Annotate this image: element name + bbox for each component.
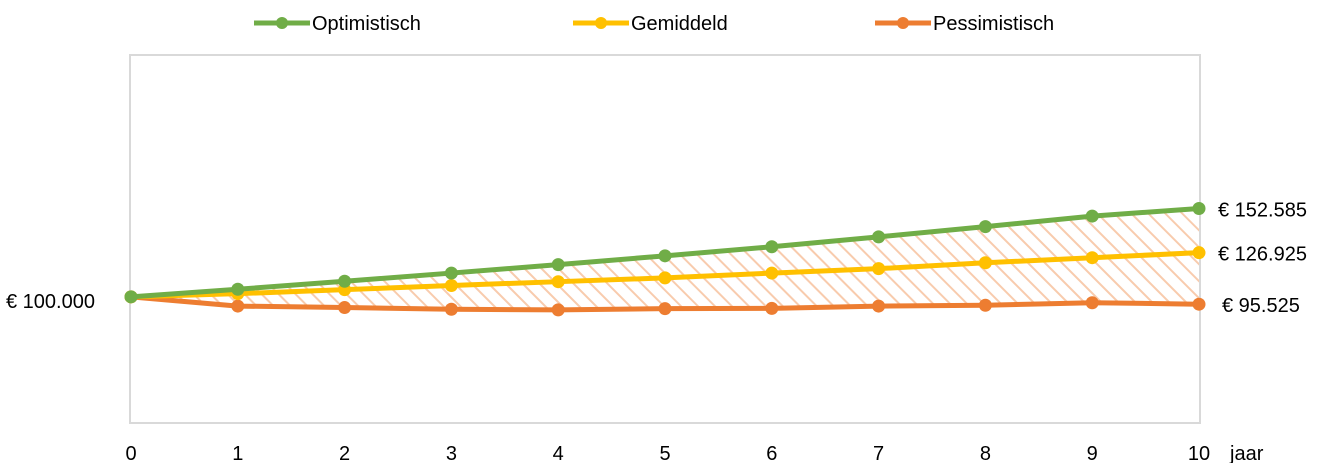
legend-item-optimistisch: Optimistisch bbox=[254, 13, 421, 35]
end-value-label-optimistisch: € 152.585 bbox=[1218, 200, 1307, 222]
plot-area bbox=[129, 54, 1201, 424]
data-point-optimistisch-10 bbox=[1192, 202, 1206, 216]
data-point-gemiddeld-10 bbox=[1192, 246, 1206, 260]
legend-label-pessimistisch: Pessimistisch bbox=[933, 13, 1054, 35]
end-value-label-pessimistisch: € 95.525 bbox=[1222, 295, 1300, 317]
x-axis-label: jaar bbox=[1229, 443, 1264, 463]
x-tick-label: 2 bbox=[339, 443, 350, 463]
data-point-pessimistisch-6 bbox=[765, 301, 779, 315]
data-point-gemiddeld-5 bbox=[658, 271, 672, 285]
data-point-pessimistisch-2 bbox=[338, 301, 352, 315]
data-point-optimistisch-4 bbox=[551, 258, 565, 272]
data-point-pessimistisch-9 bbox=[1085, 296, 1099, 310]
data-point-gemiddeld-8 bbox=[978, 256, 992, 270]
legend-label-optimistisch: Optimistisch bbox=[312, 13, 421, 35]
data-point-gemiddeld-3 bbox=[444, 278, 458, 292]
start-value-label: € 100.000 bbox=[6, 291, 95, 313]
data-point-optimistisch-5 bbox=[658, 249, 672, 263]
x-tick-labels: 0 1 2 3 4 5 6 7 8 9 10 bbox=[125, 443, 1210, 463]
data-point-optimistisch-6 bbox=[765, 240, 779, 254]
x-tick-label: 3 bbox=[446, 443, 457, 463]
end-value-labels: € 152.585 € 126.925 € 95.525 bbox=[1218, 200, 1307, 318]
data-point-optimistisch-2 bbox=[338, 274, 352, 288]
data-point-pessimistisch-1 bbox=[231, 299, 245, 313]
data-point-optimistisch-1 bbox=[231, 282, 245, 296]
data-point-optimistisch-7 bbox=[872, 230, 886, 244]
legend-item-pessimistisch: Pessimistisch bbox=[875, 13, 1054, 35]
series-pessimistisch bbox=[124, 290, 1206, 317]
data-point-pessimistisch-8 bbox=[978, 298, 992, 312]
end-value-label-gemiddeld: € 126.925 bbox=[1218, 244, 1307, 266]
data-point-optimistisch-9 bbox=[1085, 209, 1099, 223]
legend-item-gemiddeld: Gemiddeld bbox=[573, 13, 728, 35]
data-point-gemiddeld-9 bbox=[1085, 251, 1099, 265]
x-tick-label: 9 bbox=[1087, 443, 1098, 463]
x-tick-label: 0 bbox=[125, 443, 136, 463]
legend: Optimistisch Gemiddeld Pessimistisch bbox=[254, 13, 1054, 35]
data-point-pessimistisch-5 bbox=[658, 302, 672, 316]
series-layer bbox=[124, 202, 1206, 317]
data-point-pessimistisch-7 bbox=[872, 299, 886, 313]
data-point-gemiddeld-7 bbox=[872, 262, 886, 276]
x-tick-label: 7 bbox=[873, 443, 884, 463]
x-tick-label: 4 bbox=[553, 443, 564, 463]
data-point-pessimistisch-10 bbox=[1192, 297, 1206, 311]
x-tick-label: 10 bbox=[1188, 443, 1210, 463]
x-tick-label: 5 bbox=[659, 443, 670, 463]
data-point-pessimistisch-3 bbox=[444, 302, 458, 316]
series-optimistisch bbox=[124, 202, 1206, 304]
data-point-optimistisch-0 bbox=[124, 290, 138, 304]
data-point-gemiddeld-4 bbox=[551, 275, 565, 289]
x-tick-label: 8 bbox=[980, 443, 991, 463]
data-point-optimistisch-8 bbox=[978, 220, 992, 234]
data-point-gemiddeld-6 bbox=[765, 266, 779, 280]
x-tick-label: 6 bbox=[766, 443, 777, 463]
x-tick-label: 1 bbox=[232, 443, 243, 463]
legend-label-gemiddeld: Gemiddeld bbox=[631, 13, 728, 35]
data-point-pessimistisch-4 bbox=[551, 303, 565, 317]
data-point-optimistisch-3 bbox=[444, 266, 458, 280]
